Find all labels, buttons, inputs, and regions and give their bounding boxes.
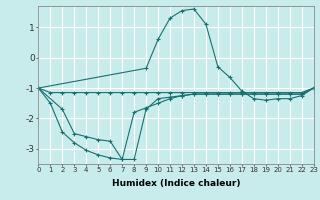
X-axis label: Humidex (Indice chaleur): Humidex (Indice chaleur) <box>112 179 240 188</box>
